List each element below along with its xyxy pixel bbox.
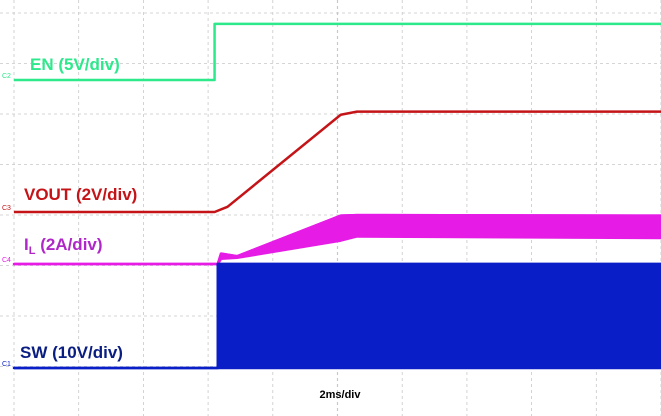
channel-marker-c1: C1 xyxy=(2,361,11,368)
traces xyxy=(12,22,661,370)
timebase-label: 2ms/div xyxy=(320,389,362,401)
channel-markers: C2 C3 C4 C1 xyxy=(2,73,11,368)
channel-label-vout: VOUT (2V/div) xyxy=(24,185,137,204)
channel-label-il: IL (2A/div) xyxy=(24,235,103,257)
labels: EN (5V/div) VOUT (2V/div) IL (2A/div) SW… xyxy=(20,55,361,401)
channel-marker-c4: C4 xyxy=(2,257,11,264)
trace-c4-band xyxy=(12,213,661,266)
trace-c1 xyxy=(14,262,661,370)
channel-marker-c3: C3 xyxy=(2,205,11,212)
trace-c2 xyxy=(14,22,661,82)
trace-c3 xyxy=(14,110,661,214)
channel-label-en: EN (5V/div) xyxy=(30,55,120,74)
channel-label-sw: SW (10V/div) xyxy=(20,343,123,362)
channel-marker-c2: C2 xyxy=(2,73,11,80)
